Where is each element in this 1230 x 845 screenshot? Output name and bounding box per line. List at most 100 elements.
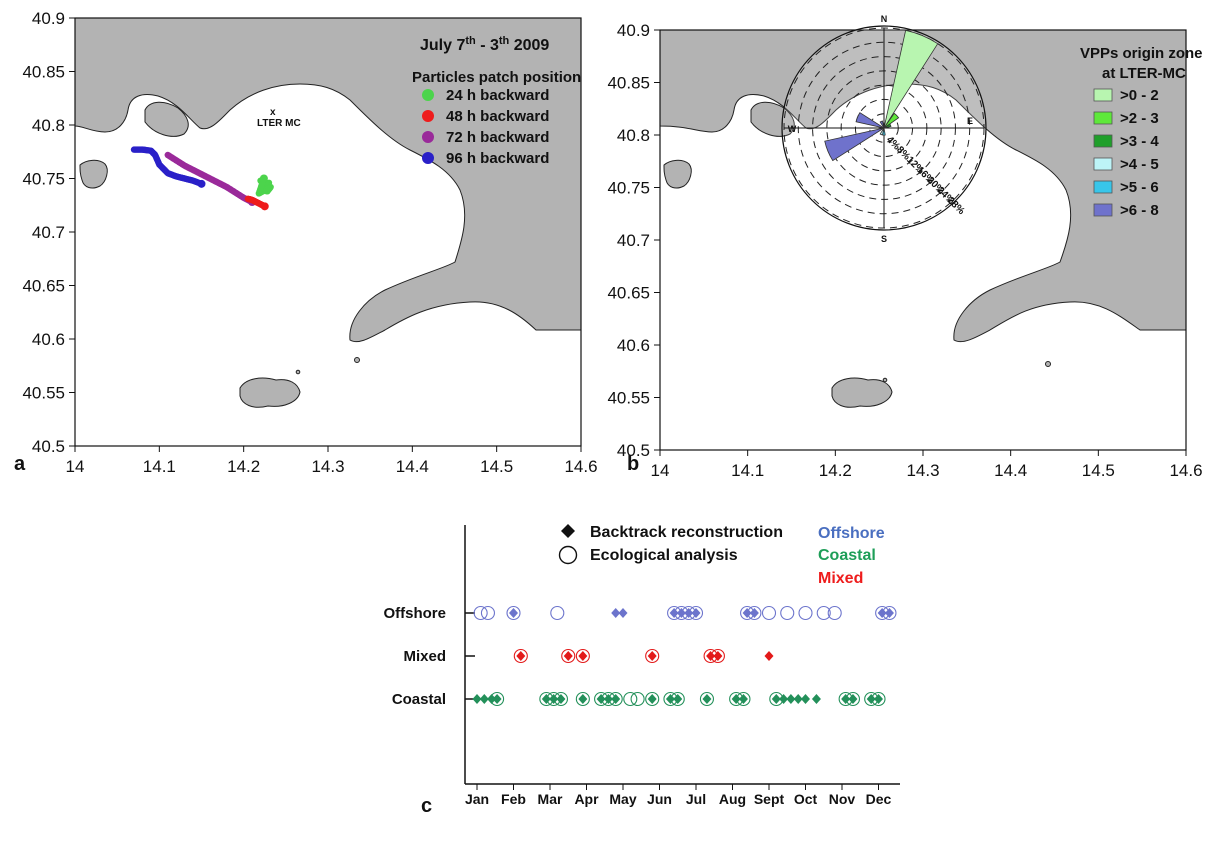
timeline-circle	[780, 605, 795, 621]
legend-label: >3 - 4	[1120, 133, 1159, 150]
timeline-diamond	[509, 608, 518, 618]
particle-point	[260, 202, 269, 211]
panel-b-legend-title-2: at LTER-MC	[1102, 65, 1186, 82]
timeline-diamond	[738, 694, 748, 704]
timeline-circle	[506, 605, 521, 621]
rose-compass-e: E	[967, 116, 973, 126]
particle-point	[197, 179, 206, 188]
x-tick-label: 14	[651, 461, 670, 480]
timeline-diamond	[884, 608, 894, 618]
timeline-diamond	[596, 694, 606, 704]
timeline-diamond	[706, 651, 716, 661]
panel-a-letter: a	[14, 453, 26, 475]
timeline-diamond	[811, 694, 821, 704]
y-tick-label: 40.85	[22, 63, 65, 82]
timeline-circle	[761, 605, 777, 621]
timeline-diamond	[472, 694, 482, 704]
panel-b-axes: 14 14.1 14.2 14.3 14.4 14.5 14.6 40.9 40.85 40.8 4…	[607, 21, 1202, 480]
timeline-circle	[670, 691, 685, 707]
panel-c-legend-ecological: Ecological analysis	[590, 547, 738, 564]
month-label: Oct	[794, 791, 818, 807]
y-tick-label: 40.5	[32, 437, 65, 456]
timeline-diamond	[779, 694, 789, 704]
timeline-circle	[798, 605, 813, 621]
x-tick-label: 14.4	[994, 461, 1027, 480]
timeline-diamond	[793, 694, 803, 704]
month-label: Jul	[686, 791, 706, 807]
legend-swatch	[422, 131, 434, 143]
legend-label: >6 - 8	[1120, 202, 1159, 219]
timeline-circle	[561, 648, 576, 664]
panel-a-title: July 7th - 3th 2009	[420, 35, 549, 54]
timeline-diamond	[731, 694, 741, 704]
timeline-circle	[608, 691, 623, 707]
timeline-circle	[816, 605, 831, 621]
month-label: Jan	[465, 791, 489, 807]
timeline-diamond	[603, 694, 613, 704]
month-label: Apr	[574, 791, 599, 807]
rose-petal	[883, 29, 939, 129]
panel-a-axes: 14 14.1 14.2 14.3 14.4 14.5 14.6 40.9 40.85 40.8 4…	[22, 9, 597, 476]
timeline-diamond	[669, 608, 679, 618]
timeline-circle	[710, 648, 725, 664]
x-tick-label: 14.6	[1169, 461, 1202, 480]
legend-swatch	[1093, 111, 1113, 125]
timeline-circle	[630, 691, 645, 707]
x-tick-label: 14.3	[311, 457, 344, 476]
panel-b-rock	[1045, 361, 1051, 367]
timeline-diamond	[691, 608, 701, 618]
legend-swatch	[1093, 88, 1113, 102]
legend-label: >4 - 5	[1120, 156, 1159, 173]
timeline-circle	[871, 691, 886, 707]
panel-b-mainland	[660, 30, 1186, 343]
y-tick-label: 40.8	[617, 126, 650, 145]
panel-a-legend: 24 h backward 48 h backward 72 h backward 9…	[422, 87, 549, 167]
panel-b-rock	[882, 377, 888, 383]
y-tick-label: 40.8	[32, 116, 65, 135]
timeline-diamond	[771, 694, 781, 704]
rose-petal	[879, 120, 885, 129]
month-label: Aug	[719, 791, 746, 807]
y-tick-label: 40.55	[607, 389, 650, 408]
y-tick-label: 40.65	[22, 277, 65, 296]
x-tick-label: 14.1	[143, 457, 176, 476]
timeline-circle	[490, 691, 505, 707]
timeline-circle	[575, 691, 590, 707]
panel-a-map: x LTER MC July 7th - 3th 2009 Particles …	[14, 9, 598, 476]
x-tick-label: 14.3	[906, 461, 939, 480]
y-tick-label: 40.6	[617, 336, 650, 355]
x-tick-label: 14.5	[1082, 461, 1115, 480]
timeline-circle	[882, 605, 897, 621]
timeline-diamond	[764, 651, 774, 661]
rose-petal	[824, 127, 885, 162]
timeline-circle	[513, 648, 528, 664]
timeline-diamond	[647, 651, 657, 661]
panel-c-legend-backtrack: Backtrack reconstruction	[590, 524, 783, 541]
month-label: Nov	[829, 791, 856, 807]
timeline-circle	[747, 605, 762, 621]
timeline-circle	[473, 605, 488, 621]
timeline-circle	[645, 648, 660, 664]
rose-petal	[879, 127, 885, 136]
timeline-circle	[699, 691, 715, 707]
timeline-diamond	[556, 694, 566, 704]
panel-c-timeline: Backtrack reconstruction Ecological anal…	[383, 524, 900, 817]
timeline-diamond	[684, 608, 694, 618]
x-tick-label: 14	[66, 457, 85, 476]
panel-b-legend: >0 - 2 >2 - 3 >3 - 4 >4 - 5 >5 - 6 >6 - 8	[1093, 87, 1159, 219]
row-label: Mixed	[403, 648, 446, 665]
timeline-circle	[688, 605, 704, 621]
timeline-diamond	[749, 608, 759, 618]
panel-a-peninsula	[144, 101, 189, 137]
month-label: Dec	[866, 791, 892, 807]
panel-b-legend-title-1: VPPs origin zone	[1080, 45, 1203, 62]
timeline-diamond	[801, 694, 810, 704]
month-label: Mar	[538, 791, 563, 807]
y-tick-label: 40.65	[607, 284, 650, 303]
panel-a-mainland	[75, 18, 581, 343]
timeline-diamond	[611, 694, 621, 704]
panel-a-legend-title: Particles patch position	[412, 69, 581, 86]
